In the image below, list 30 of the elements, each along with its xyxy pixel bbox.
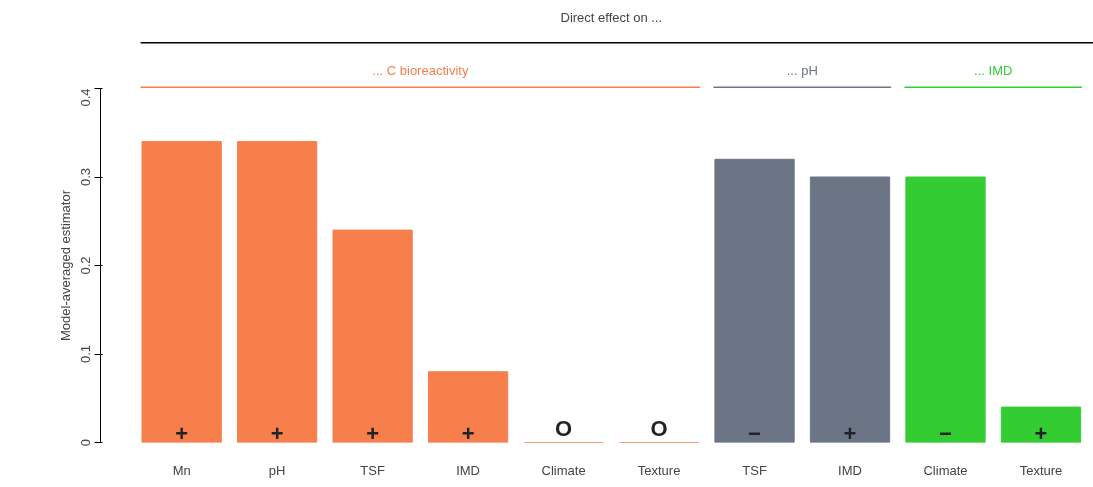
data-label: + <box>175 420 189 446</box>
data-label: + <box>843 420 857 446</box>
x-tick-label: Texture <box>637 462 681 478</box>
text: ... pH <box>786 62 818 78</box>
y-tick-label: 0 <box>77 438 93 447</box>
data-label: + <box>1034 420 1048 446</box>
x-tick-label: Climate <box>541 462 586 478</box>
y-tick-label: 0.1 <box>77 344 93 364</box>
x-tick-label: Texture <box>1019 462 1063 478</box>
data-label: − <box>939 420 952 446</box>
y-tick-label: 0.3 <box>77 167 93 187</box>
data-label: − <box>748 420 761 446</box>
data-label: + <box>270 420 284 446</box>
text: ... IMD <box>974 62 1013 78</box>
text: Direct effect on ... <box>560 10 663 26</box>
x-tick-label: Mn <box>172 462 191 478</box>
x-tick-label: TSF <box>360 462 385 478</box>
x-tick-label: TSF <box>742 462 767 478</box>
x-tick-label: Climate <box>923 462 968 478</box>
y-tick-label: 0.2 <box>77 256 93 275</box>
data-label: O <box>555 415 573 441</box>
x-tick-label: pH <box>268 462 286 478</box>
y-tick-label: 0.4 <box>77 88 93 107</box>
data-label: + <box>461 420 475 446</box>
x-tick-label: IMD <box>456 462 481 478</box>
text: ... C bioreactivity <box>372 62 469 78</box>
data-label: O <box>650 415 668 441</box>
x-tick-label: IMD <box>838 462 862 478</box>
y-axis-title: Model-averaged estimator <box>57 189 73 342</box>
data-label: + <box>366 420 380 446</box>
